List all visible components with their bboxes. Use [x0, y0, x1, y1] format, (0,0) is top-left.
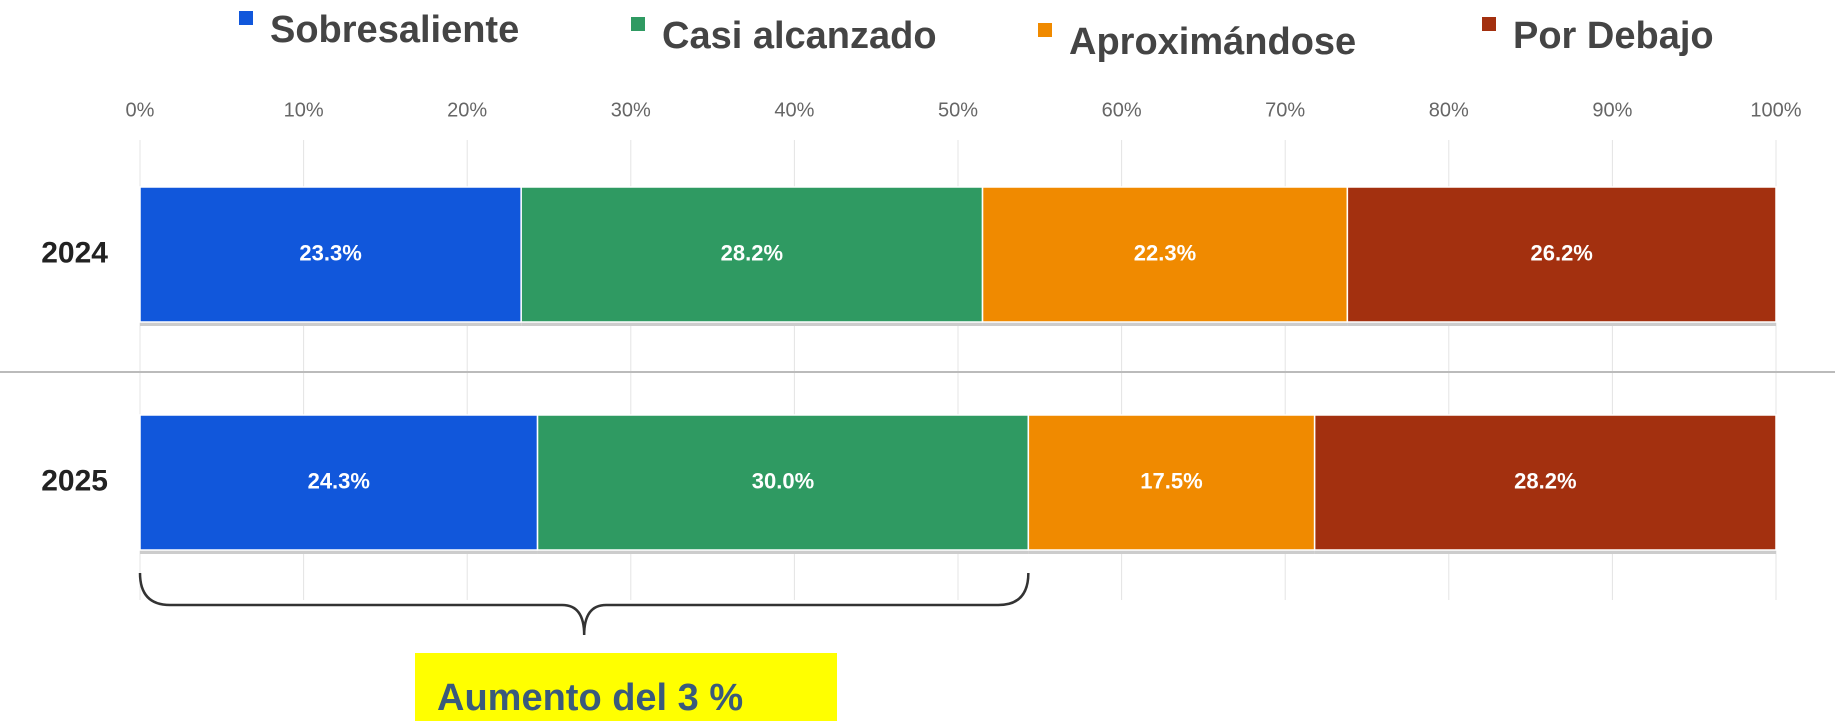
x-tick-label: 20%	[447, 99, 487, 121]
data-label: 26.2%	[1530, 240, 1592, 265]
data-label: 22.3%	[1134, 240, 1196, 265]
bar	[1027, 414, 1316, 551]
data-label: 17.5%	[1140, 468, 1202, 493]
bar	[139, 414, 539, 551]
bar	[1313, 414, 1777, 551]
y-tick-label: 2025	[41, 464, 108, 497]
bar	[1346, 186, 1777, 323]
x-tick-label: 10%	[284, 99, 324, 121]
annotation-box	[415, 653, 837, 721]
legend-swatch	[1038, 23, 1052, 37]
x-tick-label: 30%	[611, 99, 651, 121]
bar	[536, 414, 1030, 551]
x-tick-label: 90%	[1592, 99, 1632, 121]
x-tick-label: 60%	[1102, 99, 1142, 121]
data-label: 28.2%	[721, 240, 783, 265]
legend-label: Por Debajo	[1513, 15, 1714, 57]
x-tick-label: 100%	[1750, 99, 1801, 121]
legend-swatch	[239, 11, 253, 25]
x-tick-label: 70%	[1265, 99, 1305, 121]
x-tick-label: 50%	[938, 99, 978, 121]
data-label: 30.0%	[752, 468, 814, 493]
bar	[139, 186, 522, 323]
y-tick-label: 2024	[41, 236, 108, 269]
data-label: 23.3%	[299, 240, 361, 265]
bar	[520, 186, 984, 323]
annotation: Aumento del 3 %	[437, 677, 743, 719]
data-label: 24.3%	[308, 468, 370, 493]
bar	[981, 186, 1349, 323]
legend-label: Sobresaliente	[270, 9, 519, 51]
legend-swatch	[631, 17, 645, 31]
legend-swatch	[1482, 17, 1496, 31]
brace	[138, 572, 1030, 636]
x-tick-label: 80%	[1429, 99, 1469, 121]
legend-label: Casi alcanzado	[662, 15, 937, 57]
legend-label: Aproximándose	[1069, 21, 1356, 63]
data-label: 28.2%	[1514, 468, 1576, 493]
x-tick-label: 40%	[774, 99, 814, 121]
x-tick-label: 0%	[126, 99, 155, 121]
